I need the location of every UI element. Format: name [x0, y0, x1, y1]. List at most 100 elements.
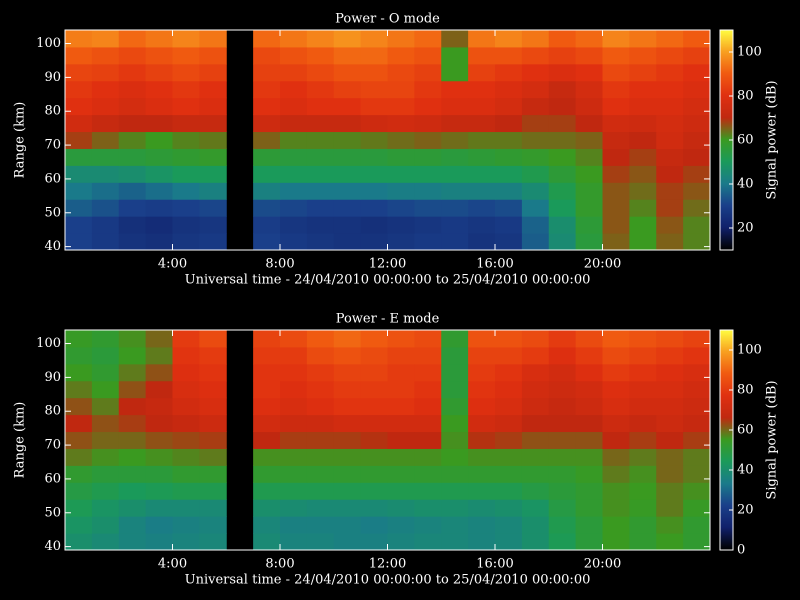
heatmap-cell	[253, 330, 281, 348]
colorbar-segment	[720, 504, 733, 507]
heatmap-cell	[414, 465, 442, 483]
heatmap-cell	[468, 499, 496, 517]
heatmap-cell	[575, 346, 603, 365]
colorbar-segment	[720, 178, 733, 181]
heatmap-cell	[199, 97, 227, 116]
heatmap-cell	[548, 80, 577, 99]
colorbar-segment	[720, 42, 733, 45]
colorbar-segment	[720, 488, 733, 491]
heatmap-cell	[118, 431, 147, 449]
heatmap-cell	[199, 216, 227, 234]
heatmap-cell	[656, 380, 684, 399]
heatmap-cell	[91, 330, 120, 348]
heatmap-cell	[306, 482, 335, 500]
heatmap-cell	[387, 182, 415, 200]
colorbar-segment	[720, 66, 733, 69]
heatmap-cell	[145, 97, 173, 116]
heatmap-cell	[360, 397, 388, 416]
heatmap-cell	[118, 114, 147, 133]
heatmap-cell	[575, 397, 603, 416]
heatmap-cell	[360, 182, 388, 200]
colorbar-segment	[720, 394, 733, 397]
colorbar-segment	[720, 236, 733, 239]
heatmap-cell	[360, 148, 388, 166]
heatmap-cell	[172, 465, 200, 483]
heatmap-cell	[387, 30, 415, 48]
colorbar-segment	[720, 516, 733, 519]
heatmap-cell	[575, 448, 603, 466]
heatmap-cell	[602, 182, 630, 200]
heatmap-cell	[172, 182, 200, 200]
heatmap-cell	[629, 182, 657, 200]
heatmap-cell	[548, 380, 577, 399]
heatmap-cell	[602, 533, 630, 551]
colorbar-tick-label: 0	[737, 543, 745, 558]
heatmap-cell	[656, 363, 684, 382]
heatmap-cell	[441, 516, 469, 534]
heatmap-cell	[118, 233, 147, 251]
colorbar-segment	[720, 444, 733, 447]
x-tick-label: 4:00	[158, 257, 187, 272]
heatmap-cell	[683, 414, 711, 433]
heatmap-cell	[91, 516, 120, 534]
heatmap-cell	[145, 114, 173, 133]
colorbar-segment	[720, 420, 733, 423]
heatmap-cell	[387, 216, 415, 234]
colorbar-segment	[720, 484, 733, 487]
heatmap-cell	[118, 516, 147, 534]
heatmap-cell	[145, 216, 173, 234]
colorbar-tick-label: 80	[737, 383, 754, 398]
heatmap-cell	[172, 131, 200, 149]
colorbar-segment	[720, 500, 733, 503]
colorbar-segment	[720, 190, 733, 193]
heatmap-cell	[91, 216, 120, 234]
colorbar-segment	[720, 522, 733, 525]
heatmap-cell	[387, 199, 415, 217]
heatmap-cell	[656, 414, 684, 433]
heatmap-cell	[521, 414, 550, 433]
colorbar-segment	[720, 456, 733, 459]
colorbar-segment	[720, 136, 733, 139]
heatmap-cell	[548, 346, 577, 365]
heatmap-cell	[683, 499, 711, 517]
colorbar-segment	[720, 168, 733, 171]
heatmap-cell	[172, 233, 200, 251]
heatmap-cell	[575, 114, 603, 133]
heatmap-cell	[521, 533, 550, 551]
heatmap-cell	[629, 97, 657, 116]
heatmap-cell	[333, 414, 362, 433]
heatmap-cell	[280, 482, 308, 500]
heatmap-cell	[387, 414, 415, 433]
heatmap-cell	[280, 499, 308, 517]
heatmap-cell	[333, 131, 362, 149]
heatmap-cell	[306, 330, 335, 348]
heatmap-cell	[414, 165, 442, 183]
heatmap-cell	[629, 216, 657, 234]
heatmap-cell	[387, 131, 415, 149]
heatmap-cell	[199, 431, 227, 449]
colorbar-tick-label: 100	[737, 45, 762, 60]
heatmap-cell	[602, 380, 630, 399]
colorbar-segment	[720, 452, 733, 455]
heatmap-cell	[306, 97, 335, 116]
colorbar-segment	[720, 70, 733, 73]
heatmap-cell	[468, 131, 496, 149]
heatmap-cell	[656, 431, 684, 449]
colorbar-segment	[720, 442, 733, 445]
colorbar-segment	[720, 138, 733, 141]
colorbar-segment	[720, 330, 733, 333]
heatmap-cell	[521, 216, 550, 234]
colorbar-segment	[720, 154, 733, 157]
colorbar-segment	[720, 184, 733, 187]
heatmap-cell	[253, 182, 281, 200]
colorbar-segment	[720, 166, 733, 169]
heatmap-cell	[629, 363, 657, 382]
colorbar-segment	[720, 528, 733, 531]
heatmap-cell	[468, 80, 496, 99]
heatmap-cell	[65, 80, 93, 99]
heatmap-cell	[656, 233, 684, 251]
heatmap-cell	[656, 114, 684, 133]
heatmap-cell	[387, 482, 415, 500]
heatmap-cell	[548, 114, 577, 133]
heatmap-cell	[548, 216, 577, 234]
